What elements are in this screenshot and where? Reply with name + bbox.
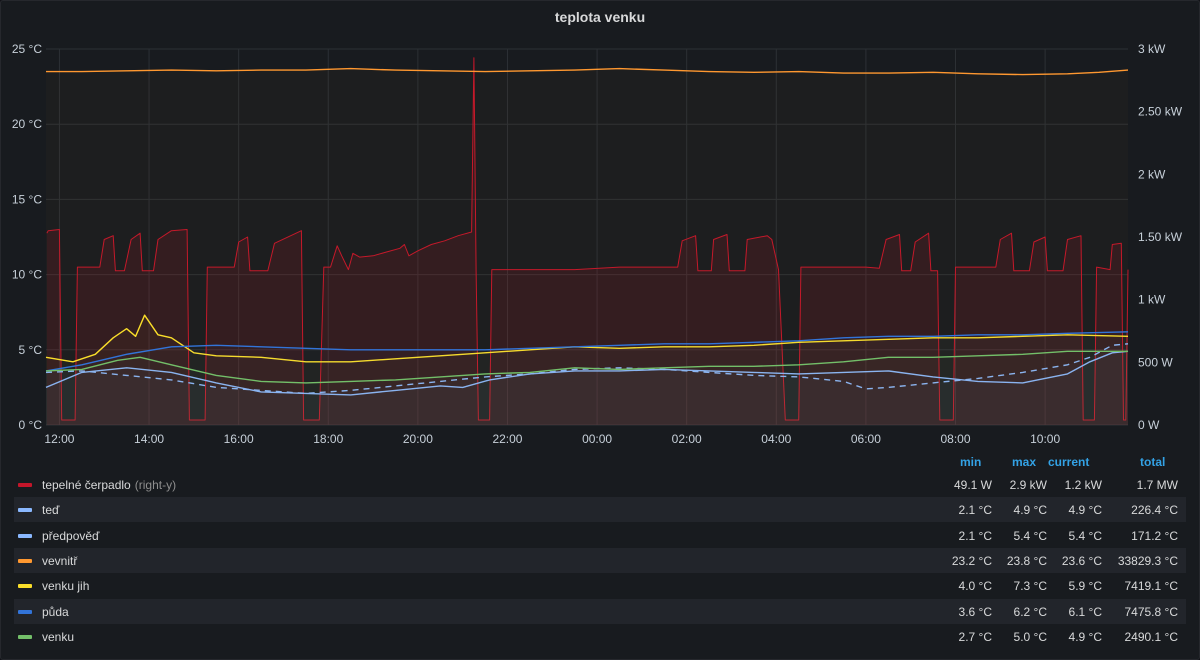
legend-value-min: 4.0 °C xyxy=(958,579,992,594)
legend-value-current: 1.2 kW xyxy=(1064,478,1102,492)
legend-value-min: 2.1 °C xyxy=(958,528,992,543)
legend-series-label: půda xyxy=(42,604,69,619)
x-tick-label: 04:00 xyxy=(761,432,791,446)
x-tick-label: 10:00 xyxy=(1030,432,1060,446)
legend-color-swatch[interactable] xyxy=(18,508,32,513)
legend-header-total[interactable]: total xyxy=(1140,455,1166,469)
legend-series-name[interactable]: teď xyxy=(42,503,59,517)
series-layer xyxy=(45,57,1129,426)
legend-color-swatch[interactable] xyxy=(18,584,32,589)
series-line-ted[interactable] xyxy=(45,350,1129,396)
y-left-tick-label: 10 °C xyxy=(12,268,42,282)
legend-value-max: 5.4 °C xyxy=(1013,528,1047,543)
x-tick-label: 22:00 xyxy=(492,432,522,446)
x-tick-label: 12:00 xyxy=(44,432,74,446)
chart[interactable]: 0 °C 5 °C 10 °C 15 °C 20 °C 25 °C 0 W 500 W 1 kW… xyxy=(0,0,1200,450)
legend-value-max: 6.2 °C xyxy=(1013,604,1047,619)
y-right-tick-label: 1.50 kW xyxy=(1138,230,1183,244)
y-right-tick-label: 500 W xyxy=(1138,355,1173,369)
legend-value-max: 2.9 kW xyxy=(1009,478,1047,492)
series-area-tepelne-cerpadlo xyxy=(46,57,1128,426)
legend-row[interactable]: vevnitř 23.2 °C 23.8 °C 23.6 °C 33829.3 °C xyxy=(14,547,1186,573)
legend-row[interactable]: předpověď 2.1 °C 5.4 °C 5.4 °C 171.2 °C xyxy=(14,523,1186,548)
y-right-tick-label: 0 W xyxy=(1138,418,1160,432)
x-tick-label: 18:00 xyxy=(313,432,343,446)
legend-header-current[interactable]: current xyxy=(1048,455,1090,469)
legend-series-label: předpověď xyxy=(42,528,100,543)
y-right-tick-label: 1 kW xyxy=(1138,293,1166,307)
legend-header-min[interactable]: min xyxy=(960,455,982,469)
legend-value-min: 23.2 °C xyxy=(951,553,992,568)
series-line-venku[interactable] xyxy=(45,350,1128,384)
legend-value-total: 7419.1 °C xyxy=(1124,579,1178,594)
legend-series-name[interactable]: vevnitř xyxy=(42,554,77,568)
legend-value-max: 5.0 °C xyxy=(1013,629,1047,644)
legend-value-current: 6.1 °C xyxy=(1068,604,1102,619)
legend-value-total: 1.7 MW xyxy=(1136,478,1178,492)
legend-value-current: 5.4 °C xyxy=(1068,528,1102,543)
legend-series-label: tepelné čerpadlo xyxy=(42,478,131,492)
legend-row[interactable]: venku jih 4.0 °C 7.3 °C 5.9 °C 7419.1 °C xyxy=(14,573,1186,598)
legend-row[interactable]: tepelné čerpadlo (right-y) 49.1 W 2.9 kW 1.2… xyxy=(14,472,1186,497)
legend-series-name[interactable]: půda xyxy=(42,605,69,619)
y-left-tick-label: 0 °C xyxy=(19,418,43,432)
x-tick-label: 06:00 xyxy=(851,432,881,446)
x-tick-label: 14:00 xyxy=(134,432,164,446)
y-right-tick-label: 3 kW xyxy=(1138,42,1166,56)
legend-series-name[interactable]: venku xyxy=(42,630,74,644)
y-left-tick-label: 15 °C xyxy=(12,192,42,206)
legend-value-current: 5.9 °C xyxy=(1068,579,1102,594)
legend-series-name[interactable]: předpověď xyxy=(42,529,99,543)
legend-value-max: 23.8 °C xyxy=(1006,553,1047,568)
legend-value-total: 33829.3 °C xyxy=(1117,553,1178,568)
y-left-tick-label: 20 °C xyxy=(12,117,42,131)
legend-value-total: 226.4 °C xyxy=(1131,503,1178,518)
legend-color-swatch[interactable] xyxy=(18,609,32,614)
y-right-tick-label: 2.50 kW xyxy=(1138,105,1183,119)
series-line-venku-jih[interactable] xyxy=(45,314,1129,363)
series-line-puda[interactable] xyxy=(45,331,1129,372)
legend-color-swatch[interactable] xyxy=(18,634,32,639)
legend-row[interactable]: teď 2.1 °C 4.9 °C 4.9 °C 226.4 °C xyxy=(14,497,1186,523)
legend-value-min: 49.1 W xyxy=(953,478,992,492)
y-left-tick-label: 5 °C xyxy=(19,343,43,357)
legend-series-name[interactable]: venku jih xyxy=(42,579,89,593)
legend-value-total: 171.2 °C xyxy=(1131,528,1178,543)
series-line-tepelne-cerpadlo[interactable] xyxy=(46,57,1129,421)
legend-row[interactable]: půda 3.6 °C 6.2 °C 6.1 °C 7475.8 °C xyxy=(14,598,1186,624)
x-tick-label: 02:00 xyxy=(672,432,702,446)
legend-series-label: teď xyxy=(42,503,60,518)
legend-series-name[interactable]: tepelné čerpadlo (right-y) xyxy=(42,478,176,492)
legend-axis-suffix: (right-y) xyxy=(134,478,177,492)
legend-value-total: 2490.1 °C xyxy=(1124,629,1178,644)
y-right-tick-label: 2 kW xyxy=(1138,167,1166,181)
x-tick-label: 20:00 xyxy=(403,432,433,446)
y-left-tick-label: 25 °C xyxy=(12,42,42,56)
panel-title[interactable]: teplota venku xyxy=(554,9,646,25)
legend-value-current: 4.9 °C xyxy=(1068,503,1102,518)
legend-header-max[interactable]: max xyxy=(1012,455,1037,469)
legend-value-min: 3.6 °C xyxy=(958,604,992,619)
legend-series-label: vevnitř xyxy=(42,553,78,568)
x-tick-label: 08:00 xyxy=(940,432,970,446)
legend-color-swatch[interactable] xyxy=(18,483,32,487)
legend-value-min: 2.7 °C xyxy=(958,629,992,644)
legend-series-label: venku jih xyxy=(42,579,90,594)
x-tick-label: 00:00 xyxy=(582,432,612,446)
legend-color-swatch[interactable] xyxy=(18,558,32,563)
legend-value-current: 23.6 °C xyxy=(1061,553,1102,568)
legend-value-current: 4.9 °C xyxy=(1068,629,1102,644)
series-line-vevnitr[interactable] xyxy=(46,67,1129,76)
legend-row[interactable]: venku 2.7 °C 5.0 °C 4.9 °C 2490.1 °C xyxy=(14,624,1186,649)
legend-value-min: 2.1 °C xyxy=(958,503,992,518)
axes: 0 °C 5 °C 10 °C 15 °C 20 °C 25 °C 0 W 500 W 1 kW… xyxy=(12,42,1183,446)
x-tick-label: 16:00 xyxy=(224,432,254,446)
legend-value-max: 7.3 °C xyxy=(1013,579,1047,594)
legend-value-total: 7475.8 °C xyxy=(1124,604,1178,619)
legend-series-label: venku xyxy=(42,629,75,644)
legend-color-swatch[interactable] xyxy=(18,533,32,538)
legend-value-max: 4.9 °C xyxy=(1013,503,1047,518)
